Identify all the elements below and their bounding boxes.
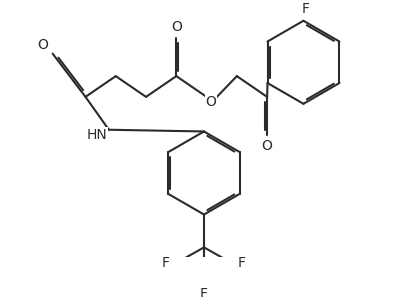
Text: O: O (262, 139, 273, 153)
Text: F: F (200, 287, 208, 297)
Text: O: O (171, 20, 182, 34)
Text: O: O (205, 95, 216, 109)
Text: F: F (301, 2, 309, 16)
Text: F: F (162, 256, 170, 270)
Text: HN: HN (87, 128, 107, 142)
Text: O: O (37, 38, 48, 52)
Text: F: F (238, 256, 246, 270)
